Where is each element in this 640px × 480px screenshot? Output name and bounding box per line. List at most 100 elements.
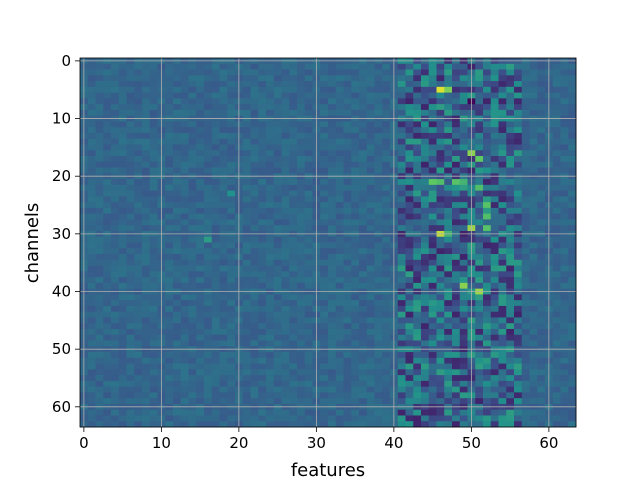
heatmap-cell (436, 202, 445, 209)
heatmap-cell (273, 69, 282, 76)
heatmap-cell (413, 81, 422, 88)
heatmap-cell (382, 380, 391, 388)
heatmap-cell (568, 104, 577, 111)
heatmap-cell (343, 144, 352, 151)
heatmap-cell (142, 179, 151, 186)
heatmap-cell (134, 248, 143, 255)
heatmap-cell (149, 415, 158, 422)
heatmap-cell (428, 421, 437, 428)
heatmap-cell (196, 161, 205, 168)
heatmap-cell (320, 328, 329, 336)
heatmap-cell (103, 300, 112, 307)
heatmap-cell (118, 63, 127, 70)
heatmap-cell (173, 334, 182, 341)
heatmap-cell (165, 398, 174, 405)
heatmap-cell (529, 357, 538, 364)
heatmap-cell (118, 340, 127, 347)
heatmap-cell (351, 109, 360, 117)
heatmap-cell (529, 398, 538, 405)
heatmap-cell (514, 190, 523, 197)
heatmap-cell (498, 254, 507, 261)
heatmap-cell (258, 138, 267, 145)
heatmap-cell (490, 156, 499, 163)
heatmap-cell (250, 323, 259, 330)
heatmap-cell (421, 86, 430, 93)
heatmap-cell (521, 265, 530, 272)
heatmap-cell (165, 265, 174, 272)
heatmap-cell (281, 132, 290, 140)
heatmap-cell (568, 340, 577, 347)
heatmap-cell (343, 271, 352, 278)
heatmap-cell (297, 328, 306, 336)
heatmap-cell (498, 305, 507, 313)
heatmap-cell (359, 63, 368, 70)
heatmap-cell (413, 265, 422, 272)
heatmap-cell (219, 317, 228, 324)
heatmap-cell (289, 363, 298, 370)
heatmap-cell (405, 144, 414, 151)
heatmap-cell (428, 104, 437, 111)
heatmap-cell (452, 179, 461, 186)
heatmap-cell (142, 294, 151, 301)
heatmap-cell (180, 259, 189, 266)
heatmap-cell (537, 277, 546, 284)
heatmap-cell (475, 167, 484, 174)
heatmap-cell (242, 352, 251, 359)
heatmap-cell (498, 121, 507, 128)
heatmap-cell (173, 265, 182, 272)
heatmap-cell (335, 357, 344, 364)
heatmap-cell (428, 271, 437, 278)
heatmap-cell (95, 75, 104, 82)
heatmap-cell (258, 375, 267, 382)
heatmap-cell (537, 334, 546, 341)
heatmap-cell (483, 277, 492, 284)
heatmap-cell (87, 121, 96, 128)
heatmap-cell (397, 386, 406, 393)
heatmap-cell (436, 398, 445, 405)
heatmap-cell (351, 254, 360, 261)
heatmap-cell (490, 236, 499, 243)
heatmap-cell (436, 386, 445, 393)
heatmap-cell (219, 415, 228, 422)
heatmap-cell (297, 392, 306, 399)
heatmap-cell (204, 277, 213, 284)
heatmap-cell (343, 328, 352, 336)
heatmap-cell (297, 398, 306, 405)
heatmap-cell (297, 121, 306, 128)
heatmap-cell (118, 328, 127, 336)
heatmap-cell (459, 132, 468, 140)
heatmap-cell (95, 277, 104, 284)
heatmap-cell (250, 386, 259, 393)
heatmap-cell (134, 236, 143, 243)
heatmap-cell (266, 259, 275, 266)
heatmap-cell (359, 104, 368, 111)
heatmap-cell (204, 132, 213, 140)
heatmap-cell (483, 138, 492, 145)
heatmap-cell (452, 386, 461, 393)
heatmap-cell (204, 86, 213, 93)
heatmap-cell (366, 150, 375, 157)
heatmap-cell (374, 86, 383, 93)
heatmap-cell (382, 202, 391, 209)
heatmap-cell (382, 282, 391, 290)
heatmap-cell (490, 352, 499, 359)
heatmap-cell (521, 69, 530, 76)
heatmap-cell (242, 92, 251, 99)
heatmap-cell (428, 69, 437, 76)
y-tick-label: 20 (52, 167, 71, 185)
heatmap-cell (552, 375, 561, 382)
heatmap-cell (397, 144, 406, 151)
heatmap-cell (359, 294, 368, 301)
heatmap-cell (126, 248, 135, 255)
heatmap-cell (560, 104, 569, 111)
heatmap-cell (180, 190, 189, 197)
heatmap-cell (475, 265, 484, 272)
heatmap-cell (537, 75, 546, 82)
heatmap-cell (514, 409, 523, 416)
heatmap-cell (180, 63, 189, 70)
heatmap-cell (328, 219, 337, 226)
heatmap-cell (289, 104, 298, 111)
heatmap-cell (483, 392, 492, 399)
heatmap-cell (103, 121, 112, 128)
heatmap-cell (258, 179, 267, 186)
